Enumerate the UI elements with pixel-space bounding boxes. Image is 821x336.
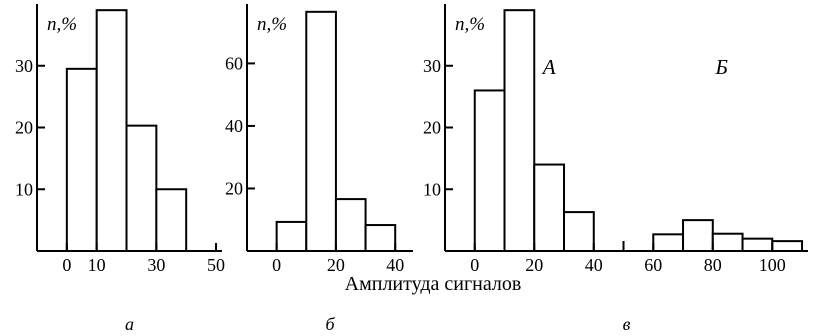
x-tick-label: 60 bbox=[644, 255, 662, 275]
y-tick-label: 60 bbox=[225, 53, 243, 73]
x-tick-label: 100 bbox=[759, 255, 786, 275]
histogram-panel-3: 10 20 30 0 20 40 60 80 100 n,% А Бв bbox=[423, 4, 808, 334]
x-tick-label: 20 bbox=[327, 255, 345, 275]
y-tick-label: 40 bbox=[225, 116, 243, 136]
y-tick-label: 30 bbox=[423, 56, 441, 76]
x-tick-label: 20 bbox=[525, 255, 543, 275]
histogram-bar-3-4 bbox=[563, 211, 595, 253]
histogram-bar-3-6 bbox=[682, 219, 714, 252]
histogram-bar-2-2 bbox=[305, 10, 337, 253]
histogram-bar-3-1 bbox=[473, 89, 506, 252]
x-tick-label: 0 bbox=[470, 255, 479, 275]
y-axis-label: n,% bbox=[257, 14, 287, 35]
x-tick-label: 40 bbox=[585, 255, 603, 275]
histogram-bar-2-1 bbox=[275, 220, 308, 253]
x-tick-label: 0 bbox=[62, 255, 71, 275]
histogram-bar-3-9 bbox=[771, 240, 804, 252]
x-tick-label: 0 bbox=[272, 255, 281, 275]
panel-label: а bbox=[125, 314, 134, 334]
histogram-bar-3-8 bbox=[741, 237, 774, 252]
y-tick-label: 20 bbox=[225, 178, 243, 198]
panel-label: б bbox=[325, 314, 335, 334]
x-tick-label: 30 bbox=[147, 255, 165, 275]
panel-label: в bbox=[623, 314, 631, 334]
histogram-bar-3-5 bbox=[652, 233, 685, 252]
histogram-bar-3-2 bbox=[503, 9, 536, 252]
histogram-panel-1: 10 20 30 0 10 30 50 n,% а bbox=[15, 4, 225, 334]
y-tick-label: 30 bbox=[15, 56, 33, 76]
x-axis-label: Амплитуда сигналов bbox=[345, 273, 522, 295]
x-tick-label: 80 bbox=[704, 255, 722, 275]
histogram-bar-2-3 bbox=[334, 198, 367, 253]
x-tick-label: 40 bbox=[386, 255, 404, 275]
x-tick-label: 50 bbox=[207, 255, 225, 275]
histogram-panel-2: 20 40 60 0 20 40 n,% б bbox=[225, 4, 413, 334]
x-tick-label: 10 bbox=[88, 255, 106, 275]
histogram-bar-1-3 bbox=[125, 124, 158, 252]
group-label: Б bbox=[715, 55, 728, 79]
histogram-bar-1-4 bbox=[155, 188, 188, 252]
histogram-bar-2-4 bbox=[364, 224, 397, 252]
y-tick-label: 20 bbox=[15, 118, 33, 138]
histogram-bar-3-7 bbox=[711, 232, 744, 253]
y-axis-label: n,% bbox=[455, 14, 485, 35]
histogram-bar-1-1 bbox=[65, 67, 98, 253]
y-tick-label: 10 bbox=[15, 179, 33, 199]
y-axis-label: n,% bbox=[47, 14, 77, 35]
y-tick-label: 20 bbox=[423, 118, 441, 138]
histogram-bar-3-3 bbox=[533, 163, 566, 252]
y-tick-label: 10 bbox=[423, 179, 441, 199]
group-label: А bbox=[541, 55, 556, 79]
histogram-bar-1-2 bbox=[95, 9, 128, 252]
